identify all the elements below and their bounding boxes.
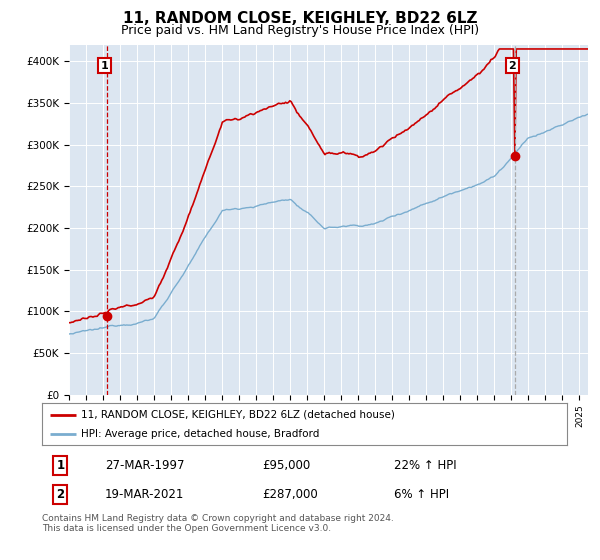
Text: 2: 2 — [509, 60, 517, 71]
Text: 2: 2 — [56, 488, 64, 501]
Text: 6% ↑ HPI: 6% ↑ HPI — [394, 488, 449, 501]
Text: 11, RANDOM CLOSE, KEIGHLEY, BD22 6LZ (detached house): 11, RANDOM CLOSE, KEIGHLEY, BD22 6LZ (de… — [82, 409, 395, 419]
Text: 27-MAR-1997: 27-MAR-1997 — [105, 459, 185, 472]
Text: £95,000: £95,000 — [263, 459, 311, 472]
Text: 1: 1 — [101, 60, 108, 71]
Text: Price paid vs. HM Land Registry's House Price Index (HPI): Price paid vs. HM Land Registry's House … — [121, 24, 479, 37]
Text: 22% ↑ HPI: 22% ↑ HPI — [394, 459, 457, 472]
Text: 11, RANDOM CLOSE, KEIGHLEY, BD22 6LZ: 11, RANDOM CLOSE, KEIGHLEY, BD22 6LZ — [123, 11, 477, 26]
Text: 19-MAR-2021: 19-MAR-2021 — [105, 488, 184, 501]
Text: £287,000: £287,000 — [263, 488, 318, 501]
Text: HPI: Average price, detached house, Bradford: HPI: Average price, detached house, Brad… — [82, 429, 320, 439]
Text: Contains HM Land Registry data © Crown copyright and database right 2024.
This d: Contains HM Land Registry data © Crown c… — [42, 514, 394, 534]
Text: 1: 1 — [56, 459, 64, 472]
